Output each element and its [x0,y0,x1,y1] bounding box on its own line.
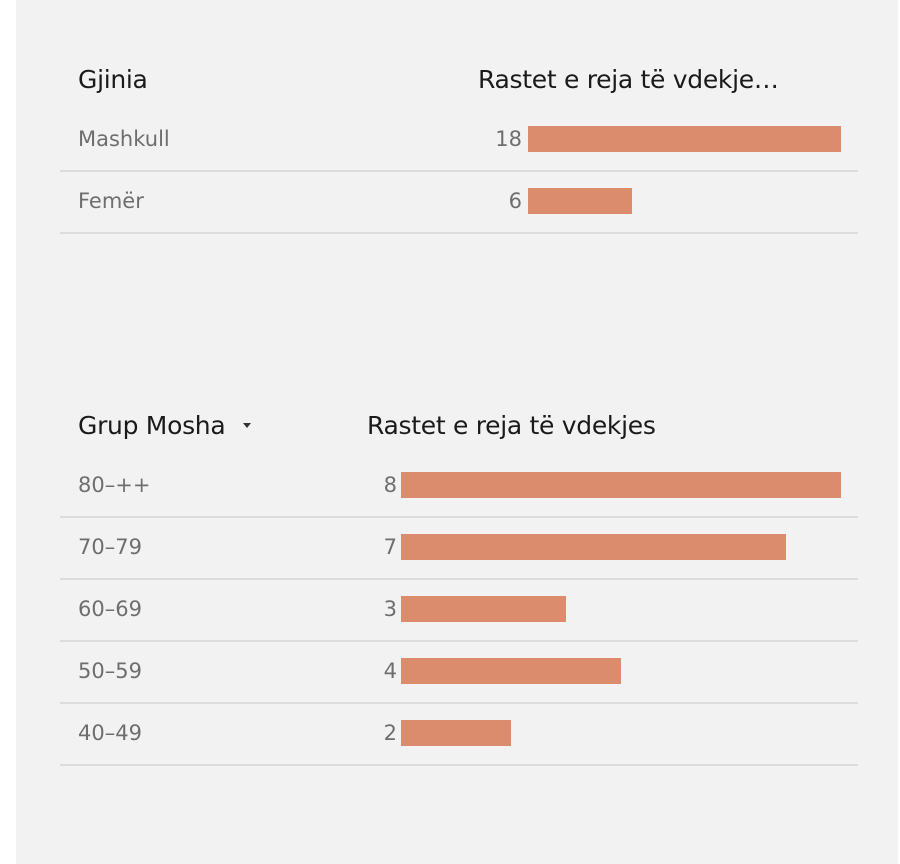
age-value-label: 3 [383,597,397,621]
age-category-label: 60–69 [78,597,142,621]
age-column-header[interactable]: Grup Mosha [78,406,252,446]
age-row: 60–69 3 [60,578,858,642]
age-category-label: 50–59 [78,659,142,683]
age-bar [401,472,841,498]
gender-value-label: 6 [508,189,522,213]
age-row: 80–++ 8 [60,454,858,518]
age-bar [401,596,566,622]
gender-row: Mashkull 18 [60,108,858,172]
age-value-label: 4 [383,659,397,683]
gender-bar [528,126,841,152]
age-category-label: 80–++ [78,473,151,497]
age-category-label: 70–79 [78,535,142,559]
gender-value-column-header[interactable]: Rastet e reja të vdekje… [478,65,779,94]
chart-panel: Gjinia Rastet e reja të vdekje… Mashkull… [16,0,898,864]
age-value-label: 2 [383,721,397,745]
age-row: 40–49 2 [60,702,858,766]
age-value-label: 8 [383,473,397,497]
age-row: 70–79 7 [60,516,858,580]
age-bar [401,658,621,684]
age-column-header-label: Grup Mosha [78,411,226,440]
caret-down-icon[interactable] [243,422,252,428]
age-value-label: 7 [383,535,397,559]
gender-value-label: 18 [495,127,522,151]
age-category-label: 40–49 [78,721,142,745]
gender-bar [528,188,632,214]
gender-row: Femër 6 [60,170,858,234]
gender-category-label: Mashkull [78,127,170,151]
age-bar [401,720,511,746]
gender-column-header[interactable]: Gjinia [78,65,148,94]
age-value-column-header[interactable]: Rastet e reja të vdekjes [367,411,656,440]
age-bar [401,534,786,560]
gender-category-label: Femër [78,189,144,213]
age-row: 50–59 4 [60,640,858,704]
